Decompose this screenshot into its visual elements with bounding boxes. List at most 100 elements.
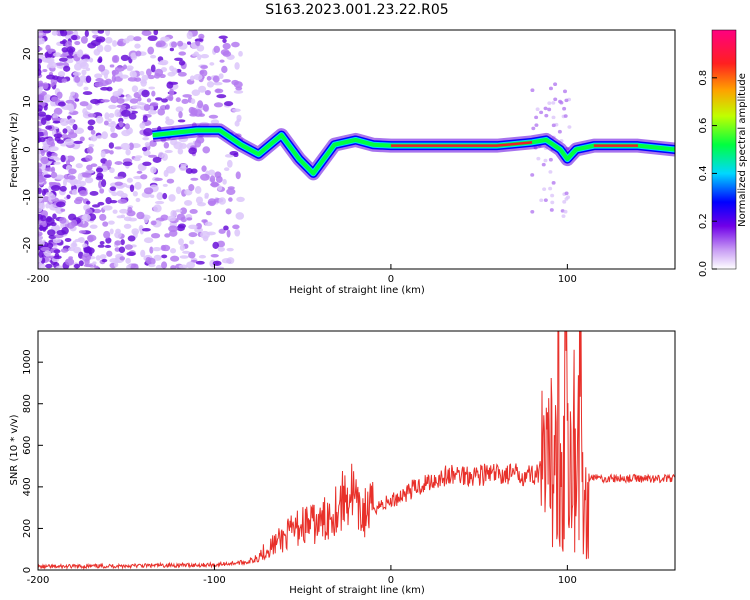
x-tick-label: -200 — [27, 575, 50, 586]
speckle — [83, 246, 92, 254]
speckle — [60, 154, 66, 163]
speckle — [114, 247, 121, 252]
speckle — [90, 163, 98, 168]
speckle — [194, 186, 202, 194]
speckle — [164, 233, 171, 238]
speckle — [561, 214, 566, 218]
speckle — [107, 118, 112, 123]
speckle — [162, 192, 168, 200]
speckle — [114, 109, 121, 118]
speckle — [38, 131, 45, 137]
y-tick-label: 200 — [22, 519, 33, 538]
speckle — [38, 32, 44, 36]
speckle — [125, 257, 131, 264]
speckle — [553, 97, 558, 102]
speckle — [186, 217, 193, 221]
colorbar-tick-label: 0.8 — [698, 70, 709, 86]
speckle — [567, 125, 572, 129]
speckle — [95, 36, 106, 43]
speckle — [541, 162, 546, 167]
speckle — [81, 69, 87, 76]
speckle — [79, 190, 88, 197]
speckle — [82, 172, 92, 178]
speckle — [110, 132, 118, 139]
speckle — [235, 171, 241, 180]
colorbar-tick-label: 0.6 — [698, 118, 709, 134]
speckle — [106, 162, 111, 170]
speckle — [84, 176, 94, 184]
speckle — [101, 131, 108, 140]
speckle — [134, 43, 141, 49]
speckle — [548, 86, 553, 91]
speckle — [228, 197, 233, 202]
speckle — [57, 71, 66, 78]
speckle — [68, 104, 75, 113]
y-tick-label: 400 — [22, 477, 33, 496]
speckle — [59, 118, 69, 126]
y-tick-label: 20 — [22, 48, 33, 61]
speckle — [89, 224, 98, 229]
speckle — [58, 57, 69, 62]
speckle — [95, 167, 104, 173]
speckle — [117, 199, 128, 204]
speckle — [223, 167, 230, 172]
speckle — [90, 129, 96, 135]
speckle — [54, 136, 61, 142]
speckle — [150, 64, 156, 73]
x-tick-label: -200 — [27, 274, 50, 285]
speckle — [178, 238, 184, 246]
speckle — [109, 200, 118, 204]
speckle — [175, 186, 182, 195]
speckle — [125, 149, 131, 156]
y-tick-label: 800 — [22, 394, 33, 413]
speckle — [145, 256, 152, 264]
speckle — [106, 86, 113, 92]
colorbar-gradient — [711, 29, 737, 270]
speckle — [71, 34, 78, 41]
speckle — [46, 242, 54, 249]
speckle — [169, 229, 178, 237]
speckle — [534, 115, 539, 120]
speckle — [219, 59, 225, 63]
speckle — [109, 167, 115, 174]
speckle — [564, 98, 569, 103]
speckle — [131, 85, 139, 93]
speckle — [63, 65, 71, 72]
speckle — [42, 221, 47, 228]
speckle — [178, 60, 186, 66]
speckle — [64, 138, 75, 146]
speckle — [218, 228, 226, 234]
speckle — [202, 104, 209, 112]
speckle — [135, 50, 142, 57]
speckle — [38, 58, 43, 64]
speckle — [161, 98, 168, 103]
colorbar-tick-label: 0.4 — [698, 165, 709, 181]
speckle — [59, 40, 66, 45]
speckle — [189, 75, 195, 81]
speckle — [39, 226, 44, 232]
speckle — [562, 106, 567, 111]
speckle — [65, 155, 75, 163]
speckle — [52, 238, 62, 244]
speckle — [155, 264, 163, 269]
spectrogram-heatmap — [38, 30, 675, 269]
speckle — [91, 204, 101, 208]
speckle — [179, 207, 188, 215]
speckle — [223, 101, 234, 107]
speckle — [195, 196, 204, 204]
speckle — [146, 98, 152, 103]
speckle — [188, 251, 196, 259]
speckle — [38, 135, 41, 144]
speckle — [186, 261, 196, 269]
speckle — [62, 178, 67, 187]
speckle — [64, 237, 72, 242]
speckle — [543, 198, 548, 202]
speckle — [175, 106, 184, 113]
speckle — [208, 114, 219, 119]
speckle — [48, 48, 56, 53]
speckle — [195, 222, 202, 230]
speckle — [160, 214, 169, 221]
speckle — [214, 266, 225, 269]
speckle — [188, 224, 198, 230]
speckle — [41, 196, 51, 203]
